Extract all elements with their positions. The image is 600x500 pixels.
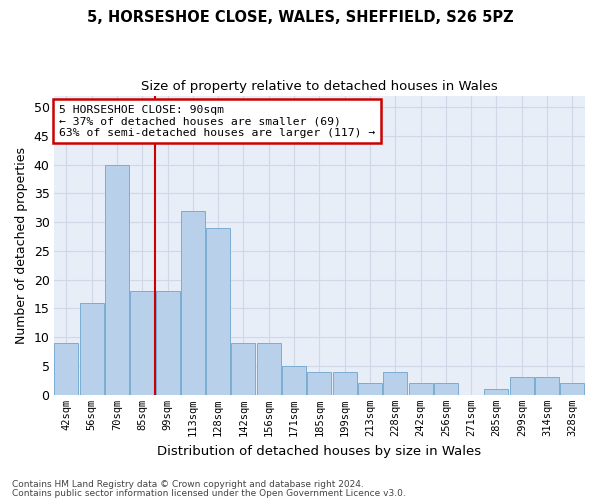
Bar — [358, 383, 382, 394]
Bar — [206, 228, 230, 394]
Bar — [232, 343, 256, 394]
Bar — [409, 383, 433, 394]
Bar — [434, 383, 458, 394]
Text: 5 HORSESHOE CLOSE: 90sqm
← 37% of detached houses are smaller (69)
63% of semi-d: 5 HORSESHOE CLOSE: 90sqm ← 37% of detach… — [59, 104, 375, 138]
Bar — [155, 291, 179, 395]
X-axis label: Distribution of detached houses by size in Wales: Distribution of detached houses by size … — [157, 444, 481, 458]
Bar — [332, 372, 356, 394]
Bar — [560, 383, 584, 394]
Bar — [282, 366, 306, 394]
Bar — [307, 372, 331, 394]
Y-axis label: Number of detached properties: Number of detached properties — [15, 146, 28, 344]
Bar — [510, 378, 534, 394]
Bar — [535, 378, 559, 394]
Bar — [484, 389, 508, 394]
Bar — [257, 343, 281, 394]
Text: Contains HM Land Registry data © Crown copyright and database right 2024.: Contains HM Land Registry data © Crown c… — [12, 480, 364, 489]
Bar — [105, 164, 129, 394]
Text: Contains public sector information licensed under the Open Government Licence v3: Contains public sector information licen… — [12, 488, 406, 498]
Bar — [383, 372, 407, 394]
Bar — [80, 302, 104, 394]
Bar — [130, 291, 154, 395]
Title: Size of property relative to detached houses in Wales: Size of property relative to detached ho… — [141, 80, 498, 93]
Bar — [181, 210, 205, 394]
Bar — [55, 343, 79, 394]
Text: 5, HORSESHOE CLOSE, WALES, SHEFFIELD, S26 5PZ: 5, HORSESHOE CLOSE, WALES, SHEFFIELD, S2… — [86, 10, 514, 25]
